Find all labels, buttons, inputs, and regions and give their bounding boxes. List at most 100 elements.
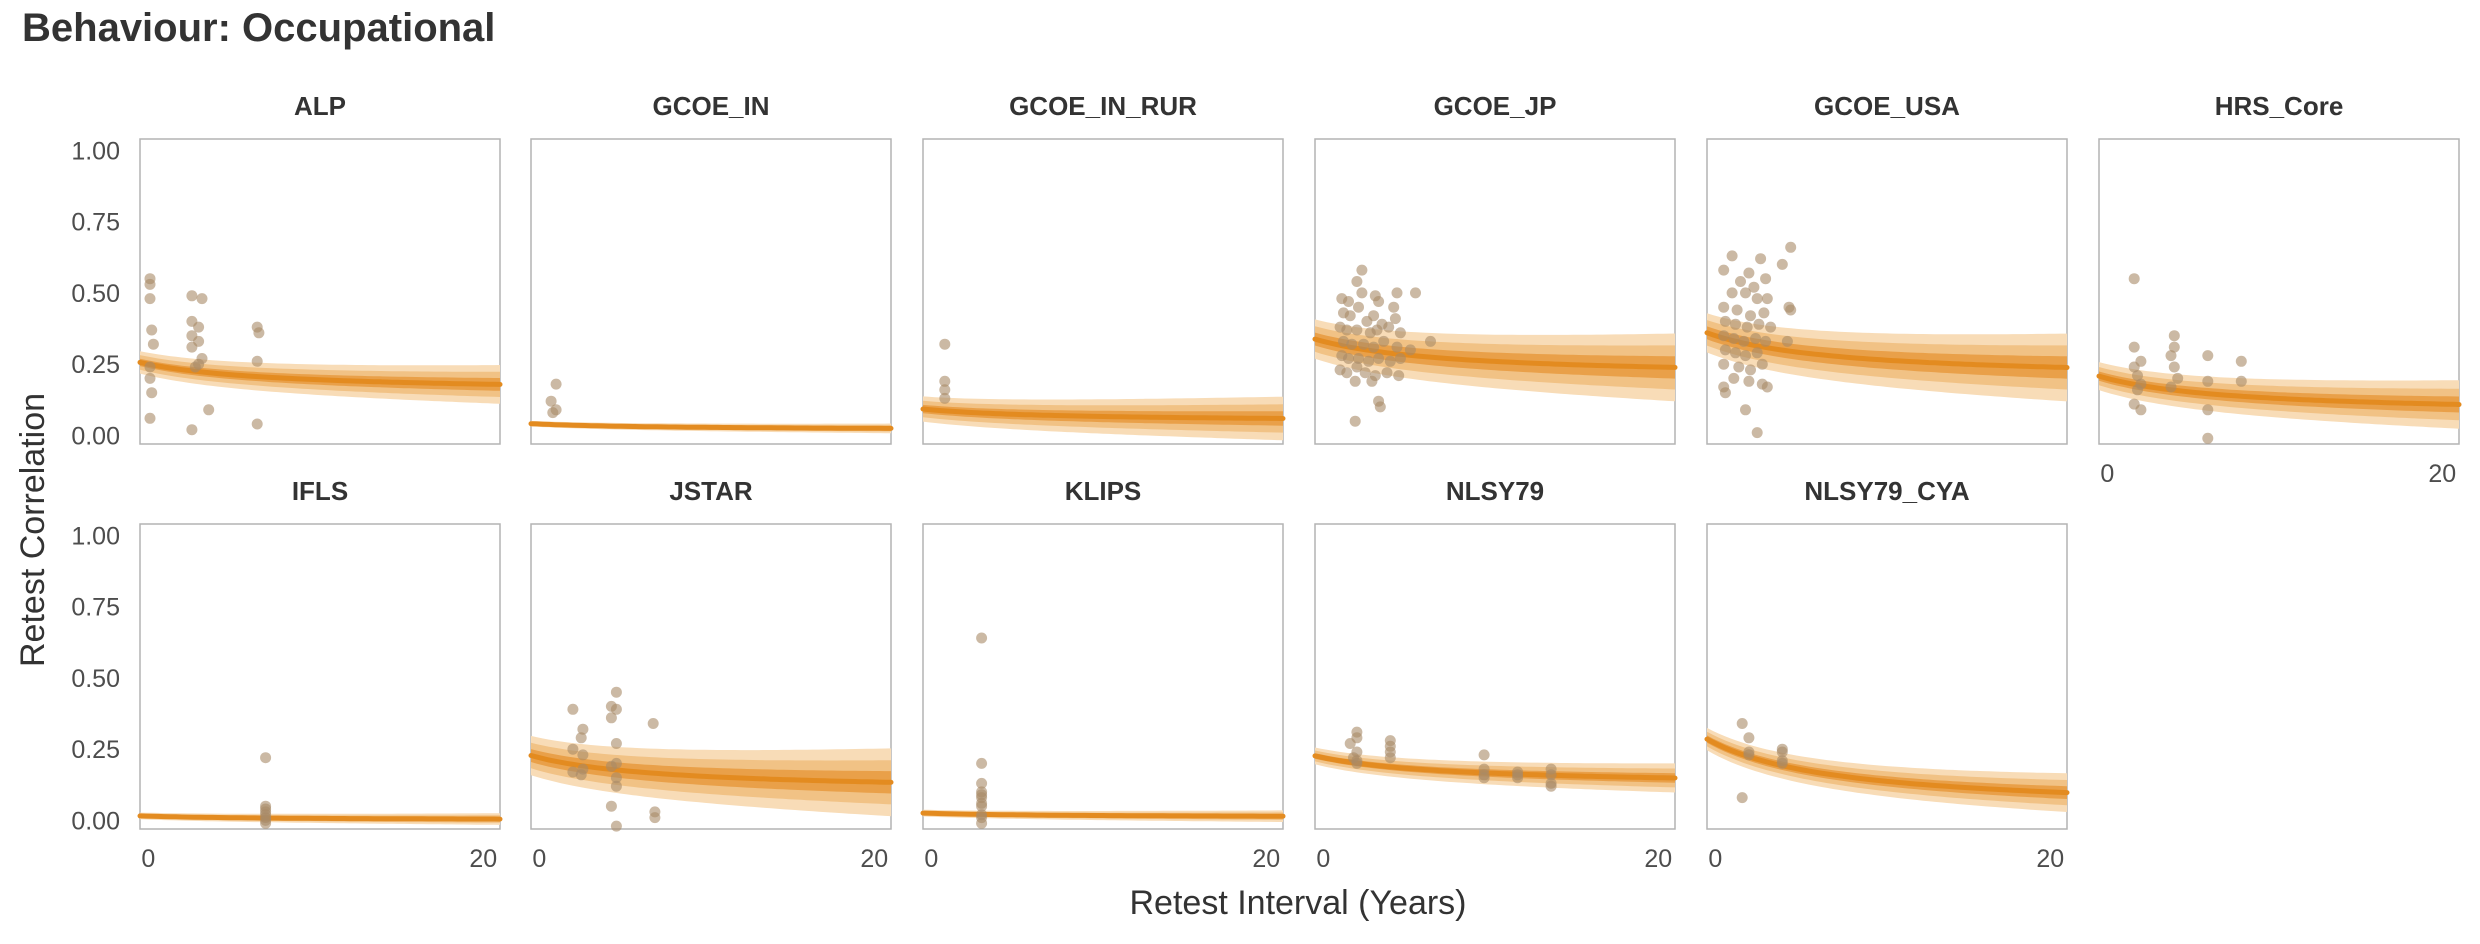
data-point xyxy=(1378,335,1390,347)
data-point xyxy=(605,760,617,772)
data-point xyxy=(1718,301,1730,313)
data-point xyxy=(2135,404,2147,416)
data-point xyxy=(1391,287,1403,299)
data-point xyxy=(1384,752,1396,764)
data-point xyxy=(1751,427,1763,439)
facet-title-gcoe-usa: GCOE_USA xyxy=(1814,91,1960,121)
data-point xyxy=(1718,330,1730,342)
y-tick-label: 0.00 xyxy=(71,807,120,835)
band-inner xyxy=(1707,735,2067,799)
y-tick-label: 1.00 xyxy=(71,522,120,550)
x-tick-label: 0 xyxy=(1316,845,1330,873)
data-point xyxy=(610,780,622,792)
data-point xyxy=(1351,757,1363,769)
data-point xyxy=(1728,333,1740,344)
data-point xyxy=(2202,375,2214,387)
data-point xyxy=(1351,361,1363,373)
data-point xyxy=(939,384,951,396)
data-point xyxy=(610,703,622,715)
x-tick-label: 0 xyxy=(924,845,938,873)
x-tick-label: 20 xyxy=(1644,845,1672,873)
data-point xyxy=(2168,361,2180,373)
data-point xyxy=(1776,746,1788,758)
data-point xyxy=(567,703,579,715)
data-point xyxy=(1353,353,1364,364)
y-tick-label: 0.50 xyxy=(71,665,120,693)
data-point xyxy=(1730,318,1741,330)
data-point xyxy=(2168,341,2180,353)
data-point xyxy=(1374,401,1386,413)
y-tick-label: 0.75 xyxy=(71,594,120,622)
data-point xyxy=(2235,355,2247,367)
panel-jstar: JSTAR 0 20 xyxy=(528,476,894,873)
data-point xyxy=(976,800,988,812)
data-point xyxy=(1719,387,1731,399)
data-point xyxy=(1351,276,1363,287)
data-point xyxy=(1736,792,1748,804)
data-point xyxy=(1371,324,1383,336)
data-point xyxy=(2168,330,2180,342)
data-point xyxy=(196,293,208,305)
data-point xyxy=(1343,296,1354,307)
data-point xyxy=(1743,732,1755,744)
x-tick-label: 0 xyxy=(532,845,546,873)
facet-title-gcoe-jp: GCOE_JP xyxy=(1434,91,1557,121)
data-point xyxy=(1359,367,1371,379)
data-point xyxy=(1410,287,1421,299)
panels-layer: ALP 0.00 0.25 0.50 0.75 1.00 GCOE_IN GCOE_IN_RU… xyxy=(71,91,2462,873)
data-point xyxy=(1745,364,1756,376)
data-point xyxy=(1756,358,1768,370)
x-tick-label: 20 xyxy=(860,845,888,873)
data-point xyxy=(146,387,158,399)
data-point xyxy=(577,749,589,761)
data-point xyxy=(1748,281,1760,293)
panel-klips: KLIPS 0 20 xyxy=(920,476,1286,873)
data-point xyxy=(1545,769,1557,781)
data-point xyxy=(2128,361,2140,373)
data-point xyxy=(1753,318,1765,330)
data-point xyxy=(1761,381,1773,393)
data-point xyxy=(1743,749,1755,761)
x-tick-label: 20 xyxy=(1252,845,1280,873)
data-point xyxy=(1760,335,1772,347)
y-axis-title: Retest Correlation xyxy=(14,393,52,667)
data-point xyxy=(1740,350,1751,362)
data-point xyxy=(186,341,198,353)
data-point xyxy=(647,718,659,729)
facet-title-jstar: JSTAR xyxy=(669,476,753,506)
data-point xyxy=(146,324,158,336)
data-point xyxy=(1719,344,1731,356)
data-point xyxy=(547,407,559,419)
data-point xyxy=(1391,341,1403,353)
x-tick-label: 20 xyxy=(469,845,497,873)
data-point xyxy=(144,293,156,305)
x-tick-label: 0 xyxy=(2100,460,2114,488)
data-point xyxy=(939,375,951,387)
fit-line xyxy=(528,421,894,431)
data-point xyxy=(2128,273,2140,285)
data-point xyxy=(1776,757,1788,769)
data-point xyxy=(1353,301,1364,313)
data-point xyxy=(1726,287,1738,299)
data-point xyxy=(1404,344,1416,356)
data-point xyxy=(1338,335,1349,347)
data-point xyxy=(260,752,272,764)
data-point xyxy=(1740,287,1751,299)
data-point xyxy=(251,418,263,430)
page-title: Behaviour: Occupational xyxy=(22,6,496,50)
y-tick-label: 0.50 xyxy=(71,280,120,308)
data-point xyxy=(1425,335,1436,347)
data-point xyxy=(1736,718,1748,729)
x-tick-label: 20 xyxy=(2036,845,2064,873)
panel-frame xyxy=(1706,138,2068,445)
data-point xyxy=(1733,361,1745,373)
data-point xyxy=(1346,338,1358,350)
data-point xyxy=(144,412,156,424)
data-point xyxy=(1381,367,1393,379)
data-point xyxy=(1730,347,1741,359)
data-point xyxy=(976,817,988,829)
data-point xyxy=(1750,333,1762,344)
data-point xyxy=(1758,307,1770,319)
fit-line xyxy=(137,359,503,387)
data-point xyxy=(1743,375,1755,387)
